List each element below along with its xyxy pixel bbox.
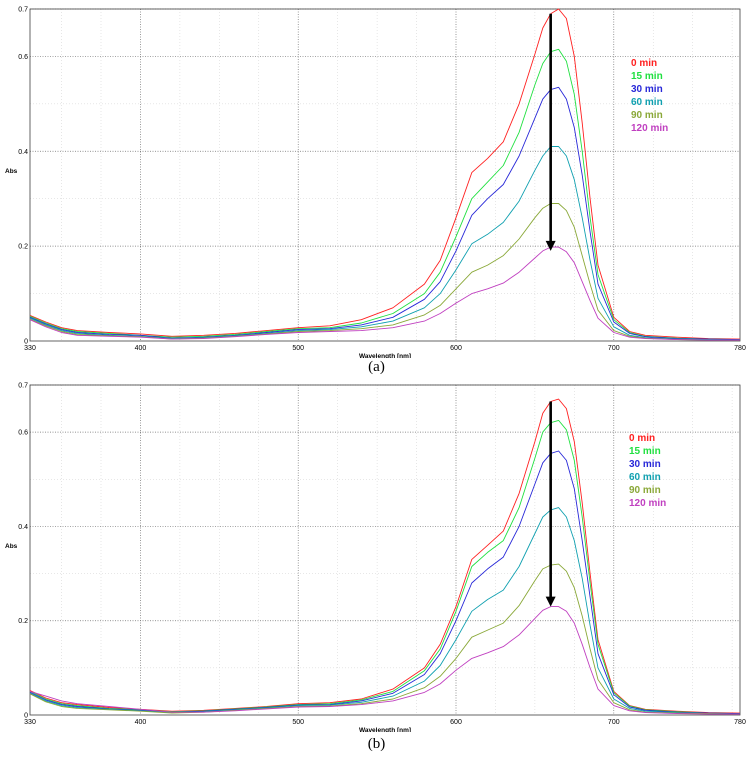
y-tick-label: 0.7 [18, 7, 28, 14]
x-tick-label: 330 [24, 345, 36, 352]
y-tick-label: 0.4 [18, 149, 28, 156]
y-tick-label: 0 [24, 713, 28, 720]
x-tick-label: 780 [734, 345, 746, 352]
x-tick-label: 600 [450, 345, 462, 352]
y-tick-label: 0.6 [18, 54, 28, 61]
series-line-60-min [29, 507, 741, 715]
y-axis-title: Abs [5, 543, 18, 550]
legend-entry-0-min: 0 min [629, 433, 655, 444]
x-tick-label: 780 [734, 719, 746, 726]
y-tick-label: 0 [24, 339, 28, 346]
y-axis-title: Abs [5, 168, 18, 175]
x-axis-title: Wavelength [nm] [359, 727, 411, 732]
legend-entry-90-min: 90 min [629, 485, 661, 496]
plot-frame [29, 384, 741, 716]
series-line-15-min [29, 48, 741, 341]
legend-entry-15-min: 15 min [629, 446, 661, 457]
legend-entry-120-min: 120 min [629, 498, 666, 509]
y-tick-label: 0.4 [18, 524, 28, 531]
x-tick-label: 400 [135, 719, 147, 726]
x-tick-label: 400 [135, 345, 147, 352]
y-tick-label: 0.6 [18, 430, 28, 437]
series-line-0-min [29, 8, 741, 340]
x-tick-label: 500 [292, 345, 304, 352]
legend-entry-90-min: 90 min [631, 110, 663, 121]
series-line-120-min [29, 246, 740, 341]
legend-entry-0-min: 0 min [631, 58, 657, 69]
y-tick-label: 0.2 [18, 244, 28, 251]
absorbance-chart-b: 330 400 500 600 700 780 0 0.2 0.4 0.6 0.7 Wavelengt… [5, 383, 746, 733]
absorbance-chart-a: 330 400 500 600 700 780 0 0.2 0.4 0.6 0.7 Wavelengt… [5, 7, 746, 359]
series-line-30-min [29, 86, 741, 341]
legend-entry-15-min: 15 min [631, 71, 663, 82]
x-tick-label: 600 [450, 719, 462, 726]
plot-frame [29, 8, 741, 342]
chart-panel-a: 330 400 500 600 700 780 0 0.2 0.4 0.6 0.7 Wavelengt… [5, 7, 746, 376]
decrease-arrow-head [545, 240, 556, 251]
x-tick-label: 700 [608, 719, 620, 726]
legend-entry-120-min: 120 min [631, 123, 668, 134]
series-line-0-min [29, 398, 741, 714]
y-tick-label: 0.2 [18, 618, 28, 625]
series-line-120-min [29, 606, 740, 715]
legend-entry-60-min: 60 min [631, 97, 663, 108]
caption-b: (b) [367, 736, 386, 752]
y-tick-label: 0.7 [18, 383, 28, 390]
caption-a: (a) [368, 359, 385, 375]
x-tick-label: 500 [292, 719, 304, 726]
legend-entry-30-min: 30 min [629, 459, 661, 470]
series-line-90-min [29, 563, 741, 715]
x-axis-title: Wavelength [nm] [359, 353, 411, 358]
legend-entry-30-min: 30 min [631, 84, 663, 95]
decrease-arrow-head [545, 596, 556, 607]
chart-panel-b: 330 400 500 600 700 780 0 0.2 0.4 0.6 0.7 Wavelengt… [0, 380, 753, 759]
legend-entry-60-min: 60 min [629, 472, 661, 483]
x-tick-label: 330 [24, 719, 36, 726]
series-line-60-min [29, 146, 741, 341]
x-tick-label: 700 [608, 345, 620, 352]
